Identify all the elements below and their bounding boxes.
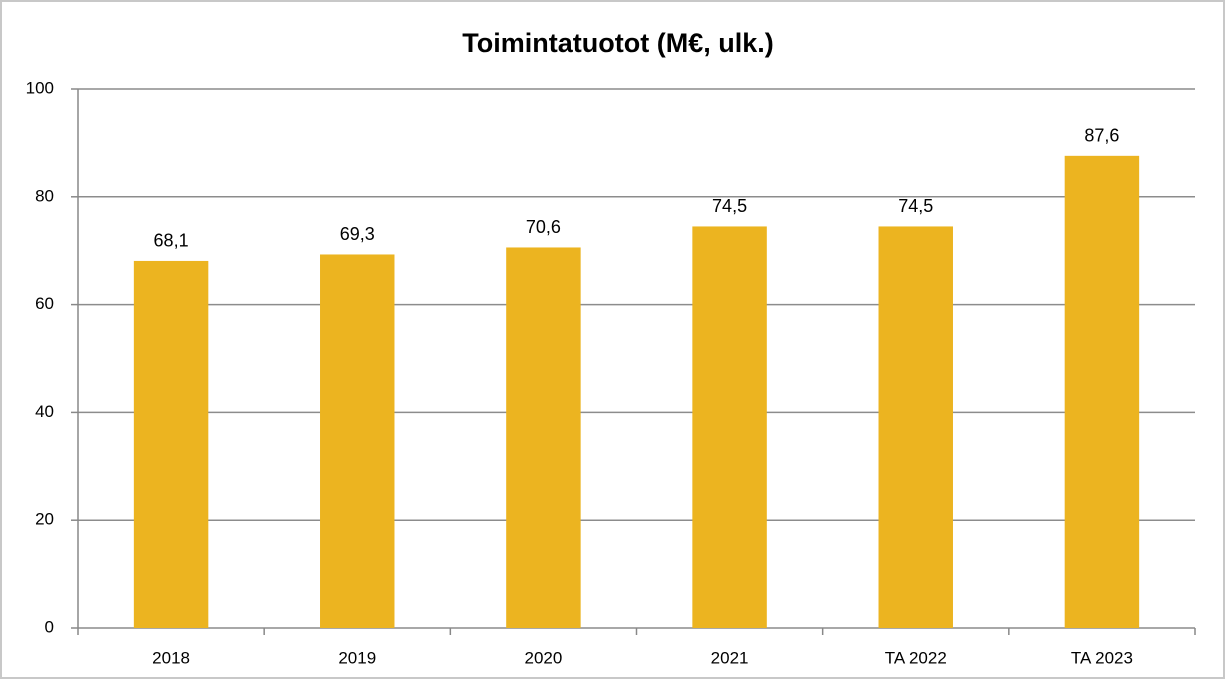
value-label: 70,6: [526, 217, 561, 237]
y-tick-label: 40: [35, 402, 54, 421]
value-label: 69,3: [340, 224, 375, 244]
x-tick-label: TA 2023: [1071, 648, 1133, 667]
bar: [506, 247, 581, 628]
value-label: 87,6: [1084, 126, 1119, 146]
y-tick-label: 20: [35, 510, 54, 529]
x-tick-label: 2018: [152, 648, 190, 667]
x-tick-label: 2021: [711, 648, 749, 667]
y-tick-label: 0: [45, 617, 54, 636]
value-label: 74,5: [712, 196, 747, 216]
y-tick-label: 100: [26, 78, 54, 97]
bar: [1064, 155, 1140, 628]
value-label: 68,1: [154, 231, 189, 251]
value-label: 74,5: [898, 196, 933, 216]
bar: [320, 254, 395, 628]
y-tick-label: 60: [35, 294, 54, 313]
x-tick-label: TA 2022: [885, 648, 947, 667]
x-tick-label: 2019: [338, 648, 376, 667]
bar: [133, 260, 209, 628]
bar: [692, 226, 767, 628]
y-tick-label: 80: [35, 186, 54, 205]
chart-title: Toimintatuotot (M€, ulk.): [462, 28, 773, 58]
x-tick-label: 2020: [525, 648, 563, 667]
bar: [878, 226, 953, 628]
